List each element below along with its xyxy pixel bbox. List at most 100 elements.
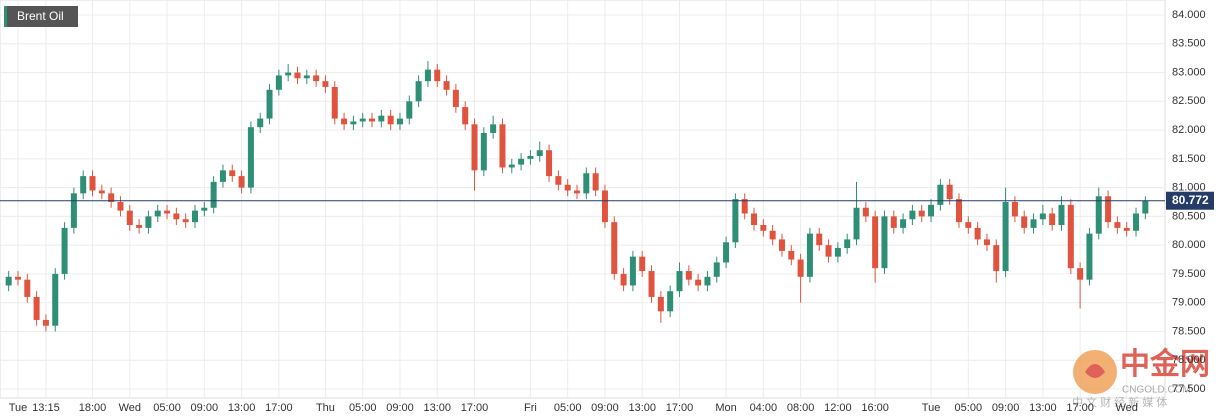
candle-body <box>620 273 627 286</box>
candle-body <box>676 271 683 292</box>
candle-body <box>24 279 31 297</box>
candle-body <box>769 230 776 240</box>
y-tick-label: 84.000 <box>1172 9 1206 21</box>
candle-body <box>611 222 618 274</box>
candle-body <box>145 216 152 228</box>
candle-body <box>1067 204 1074 269</box>
candle-body <box>1077 268 1084 280</box>
candle-body <box>536 150 543 156</box>
x-tick-label: 12:00 <box>824 402 852 414</box>
candle-body <box>983 239 990 246</box>
watermark: 中金网 CNGOLD.COM 中 文 财 经 新 媒 体 <box>1072 347 1210 409</box>
candle-body <box>294 72 301 79</box>
x-tick-label: 05:00 <box>955 402 983 414</box>
candle-body <box>303 75 310 79</box>
watermark-tagline: 中 文 财 经 新 媒 体 <box>1072 395 1167 409</box>
candle-body <box>1123 227 1130 231</box>
watermark-subtitle: CNGOLD.COM <box>1122 385 1191 396</box>
watermark-logo-mark <box>1085 364 1105 378</box>
candle-body <box>825 245 832 257</box>
x-tick-label: 09:00 <box>992 402 1020 414</box>
candle-body <box>1133 213 1140 231</box>
candle-body <box>713 262 720 277</box>
candle-body <box>555 176 562 185</box>
candle-body <box>1114 222 1121 228</box>
y-tick-label: 81.500 <box>1172 153 1206 165</box>
x-tick-label: 17:00 <box>666 402 694 414</box>
candle-body <box>443 81 450 90</box>
candle-body <box>80 176 87 194</box>
candle-body <box>42 319 49 326</box>
x-tick-label: 17:00 <box>265 402 293 414</box>
candle-body <box>667 291 674 312</box>
candle-body <box>164 210 171 214</box>
candle-body <box>527 155 534 159</box>
candle-body <box>1086 233 1093 280</box>
candle-body <box>471 124 478 171</box>
y-tick-label: 83.500 <box>1172 38 1206 50</box>
candle-body <box>108 193 115 202</box>
candle-body <box>956 199 962 223</box>
legend-swatch <box>4 6 7 27</box>
candle-body <box>657 296 664 312</box>
x-tick-label: 05:00 <box>153 402 181 414</box>
legend: Brent Oil <box>4 6 78 27</box>
x-tick-label: Thu <box>316 402 335 414</box>
candle-body <box>993 245 1000 272</box>
candle-body <box>900 219 907 228</box>
x-tick-label: 05:00 <box>349 402 377 414</box>
candle-body <box>238 176 245 188</box>
watermark-title: 中金网 <box>1120 347 1210 381</box>
candle-body <box>601 190 608 223</box>
candle-body <box>350 121 357 125</box>
x-tick-label: 09:00 <box>386 402 414 414</box>
candle-body <box>844 239 851 249</box>
candle-body <box>909 210 916 220</box>
plot-area <box>0 0 1166 399</box>
candle-body <box>14 276 21 280</box>
y-tick-label: 82.000 <box>1172 124 1206 136</box>
legend-box <box>4 6 78 27</box>
candle-body <box>629 256 636 286</box>
candle-body <box>415 81 422 102</box>
candle-body <box>322 81 329 87</box>
candle-body <box>341 118 348 125</box>
candle-body <box>1058 204 1065 226</box>
candle-body <box>201 207 208 211</box>
candle-body <box>974 227 981 240</box>
candle-body <box>1105 196 1112 223</box>
x-tick-label: 05:00 <box>554 402 582 414</box>
x-tick-label: 17:00 <box>461 402 489 414</box>
candle-body <box>452 89 459 108</box>
candle-body <box>424 69 431 82</box>
candle-body <box>1039 213 1046 220</box>
candle-body <box>70 193 77 228</box>
candle-body <box>275 75 282 90</box>
candle-body <box>490 124 497 133</box>
candle-body <box>723 242 730 263</box>
y-tick-label: 78.500 <box>1172 325 1206 337</box>
x-tick-label: Wed <box>1115 402 1137 414</box>
y-tick-label: 78.000 <box>1172 354 1206 366</box>
y-tick-label: 81.000 <box>1172 182 1206 194</box>
x-tick-label: 13:00 <box>423 402 451 414</box>
candle-body <box>1095 196 1102 234</box>
last-price-box <box>1166 191 1214 210</box>
candle-body <box>732 199 739 243</box>
x-tick-label: Tue <box>922 402 941 414</box>
candle-body <box>918 210 925 217</box>
x-tick-label: 13:15 <box>32 402 60 414</box>
candle-body <box>704 276 711 286</box>
candle-body <box>862 207 869 217</box>
legend-label: Brent Oil <box>17 9 64 23</box>
candle-body <box>61 227 68 274</box>
grid <box>0 0 1165 398</box>
x-tick-label: Fri <box>524 402 537 414</box>
candle-body <box>685 271 692 280</box>
candle-body <box>508 164 515 168</box>
candle-body <box>1011 202 1018 217</box>
candle-body <box>1021 216 1028 228</box>
x-tick-label: 13:00 <box>228 402 256 414</box>
last-price-label: 80.772 <box>1172 193 1209 207</box>
